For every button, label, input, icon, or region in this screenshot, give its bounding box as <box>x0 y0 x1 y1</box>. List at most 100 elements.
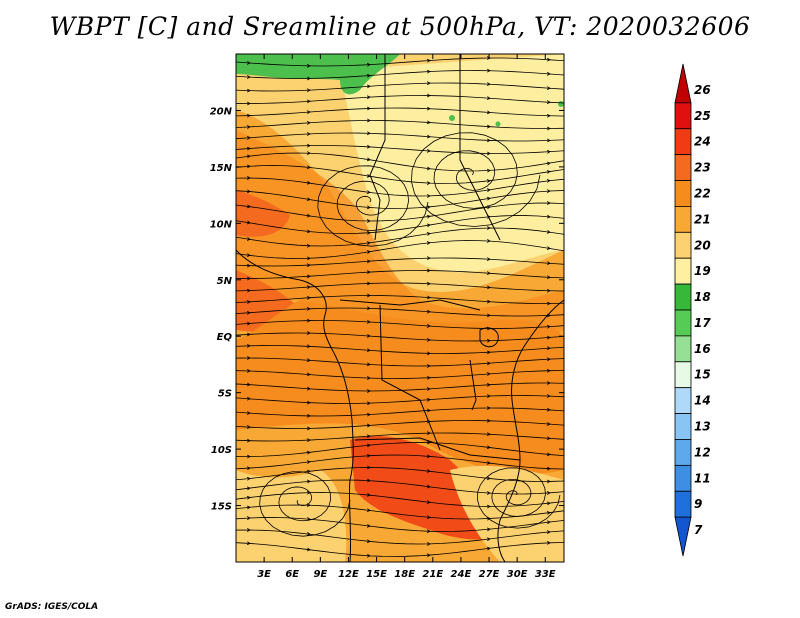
streamline-arrow <box>486 338 491 343</box>
streamline-arrow <box>426 205 431 209</box>
streamline-arrow <box>246 411 251 415</box>
colorbar-label: 14 <box>694 394 711 408</box>
colorbar-label: 11 <box>694 471 711 485</box>
streamline <box>236 420 564 429</box>
streamline-arrow <box>366 376 371 380</box>
streamline-arrow <box>486 361 491 366</box>
streamline-arrow <box>546 346 551 351</box>
streamline-arrow <box>306 99 311 104</box>
colorbar-swatch <box>674 490 692 518</box>
streamline-vortex <box>411 132 541 227</box>
streamline-arrow <box>486 546 491 551</box>
streamline-arrow <box>306 243 311 248</box>
streamline-arrow <box>306 143 311 148</box>
streamline-arrow <box>306 460 311 464</box>
streamline-arrow <box>426 397 431 402</box>
streamline <box>236 370 564 379</box>
colorbar-swatch <box>674 361 692 389</box>
streamline-arrow <box>366 465 371 470</box>
colorbar-label: 26 <box>694 83 711 97</box>
streamline-arrow <box>306 88 311 93</box>
lat-label: EQ <box>217 332 233 343</box>
streamline-arrow <box>426 553 431 558</box>
streamline-arrow <box>366 73 371 78</box>
streamline-arrow <box>246 288 251 293</box>
streamline-arrow <box>546 452 551 457</box>
streamline-arrow <box>366 95 371 100</box>
streamline-arrow <box>546 381 551 385</box>
streamline-arrow <box>366 84 371 89</box>
map-axes: 3E 6E 9E 12E 15E 18E 21E 24E 27E 30E 33E 20N 15N 10N 5… <box>210 54 564 580</box>
streamline-arrow <box>366 478 371 483</box>
colorbar-label: 23 <box>694 161 711 175</box>
streamline-arrow <box>366 259 371 264</box>
field-south-yellow <box>236 470 347 562</box>
streamline-arrow <box>546 229 551 234</box>
streamline-arrow <box>366 434 371 439</box>
streamline-arrow <box>366 241 371 245</box>
streamline-arrow <box>426 454 431 459</box>
streamline-arrow <box>486 537 491 542</box>
grads-credit: GrADS: IGES/COLA <box>5 602 99 612</box>
streamline-arrow <box>246 164 251 169</box>
streamline-arrow <box>486 68 491 73</box>
streamline-arrow <box>426 500 431 504</box>
streamline-arrow <box>366 389 371 393</box>
streamline <box>236 82 564 92</box>
streamline-arrow <box>546 57 551 62</box>
colorbar-label: 15 <box>694 368 711 382</box>
lon-label: 30E <box>507 569 528 580</box>
streamline-arrow <box>546 511 551 515</box>
streamline-arrow <box>246 356 251 360</box>
lon-label: 33E <box>535 569 556 580</box>
streamline-arrow <box>426 69 431 74</box>
streamline-arrow <box>246 321 251 326</box>
lat-label: 10N <box>210 219 233 230</box>
streamline-arrow <box>486 179 491 183</box>
streamline-arrow <box>486 432 491 437</box>
streamline-arrow <box>486 151 491 156</box>
streamline-arrow <box>306 469 311 474</box>
streamline-arrow <box>546 301 551 306</box>
streamline-arrow <box>366 306 371 311</box>
colorbar-label: 19 <box>694 264 711 278</box>
streamline <box>236 70 564 79</box>
streamline-arrow <box>426 81 431 86</box>
streamline-arrow <box>546 520 551 525</box>
colorbar-label: 16 <box>694 342 711 356</box>
streamline-arrow <box>306 479 311 484</box>
streamline <box>236 295 564 304</box>
streamline-arrow <box>426 241 431 245</box>
streamline <box>236 454 564 470</box>
streamline <box>236 177 564 197</box>
streamline <box>236 357 564 367</box>
streamline-arrow <box>246 332 251 337</box>
streamline-vortex <box>259 471 351 537</box>
streamline-arrow <box>366 270 371 275</box>
streamline-arrow <box>486 445 491 450</box>
colorbar-label: 12 <box>694 445 711 459</box>
colorbar-swatch <box>674 335 692 363</box>
lon-label: 24E <box>451 569 472 580</box>
streamline-arrow <box>486 504 491 509</box>
streamline-arrow <box>366 539 371 544</box>
streamline-arrow <box>486 394 491 398</box>
lake-victoria <box>479 327 499 348</box>
streamline-arrow <box>306 110 311 115</box>
streamline <box>236 517 564 532</box>
streamline-arrow <box>306 180 311 185</box>
streamline-arrow <box>306 197 311 202</box>
streamline-arrow <box>486 491 491 495</box>
streamline-arrow <box>366 219 371 223</box>
streamline <box>236 120 564 129</box>
streamline <box>236 479 564 495</box>
streamline <box>236 240 564 259</box>
colorbar-swatch <box>674 231 692 259</box>
streamline-arrow <box>426 58 431 63</box>
streamline-arrow <box>366 144 371 149</box>
streamline-arrow <box>246 60 251 65</box>
streamline-arrow <box>486 239 491 243</box>
streamline <box>236 132 564 142</box>
streamline-arrow <box>246 75 251 79</box>
streamline-vortex <box>476 467 561 529</box>
